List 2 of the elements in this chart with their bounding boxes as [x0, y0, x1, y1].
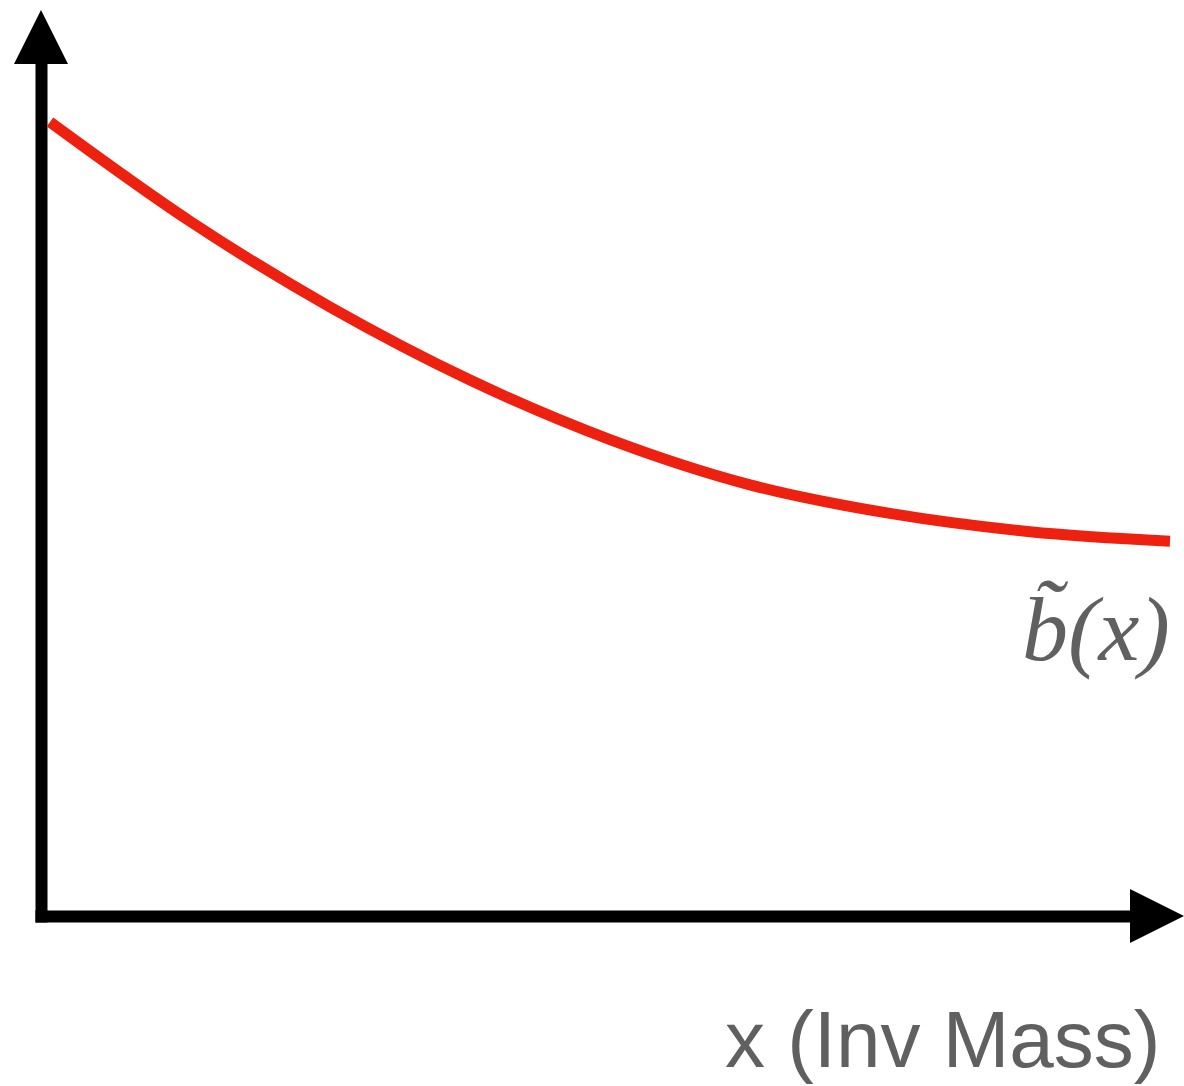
- x-axis-title: x (Inv Mass): [724, 994, 1161, 1084]
- series-label: b̃(x): [1021, 578, 1170, 681]
